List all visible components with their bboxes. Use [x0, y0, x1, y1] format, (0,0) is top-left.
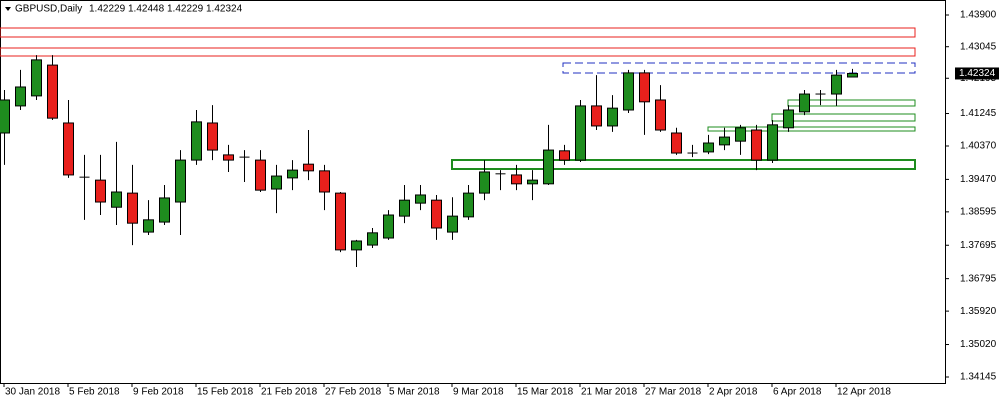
- x-tick-label: 30 Jan 2018: [5, 387, 60, 398]
- y-tick-label: 1.41245: [960, 108, 997, 119]
- plot-frame: [0, 0, 946, 384]
- x-tick-label: 5 Feb 2018: [69, 387, 120, 398]
- candle-body: [15, 86, 26, 107]
- candle-body: [0, 99, 10, 134]
- y-tick-label: 1.40370: [960, 141, 997, 152]
- zone: [0, 47, 916, 57]
- x-tick-label: 9 Feb 2018: [133, 387, 184, 398]
- y-tick-label: 1.35920: [960, 306, 997, 317]
- candle-body: [303, 163, 314, 172]
- x-tick-label: 15 Mar 2018: [517, 387, 574, 398]
- candle-body: [575, 105, 586, 161]
- candle-body: [591, 105, 602, 127]
- y-tick-label: 1.37695: [960, 240, 997, 251]
- x-tick-label: 12 Apr 2018: [837, 387, 891, 398]
- price-marker-label: 1.42324: [959, 68, 996, 79]
- zone: [562, 62, 916, 74]
- zone: [451, 159, 916, 170]
- x-tick-label: 2 Apr 2018: [709, 387, 758, 398]
- candle-body: [271, 175, 282, 190]
- candle-body: [415, 194, 426, 204]
- zone: [707, 126, 916, 132]
- price-marker: [955, 67, 999, 80]
- candle-body: [479, 171, 490, 194]
- y-tick-label: 1.43045: [960, 41, 997, 52]
- x-tick-label: 21 Mar 2018: [581, 387, 638, 398]
- zone: [787, 99, 916, 107]
- candle-body: [351, 240, 362, 251]
- candle-body: [255, 159, 266, 191]
- candle-body: [847, 72, 858, 78]
- candle-body: [47, 64, 58, 119]
- candle-body: [207, 122, 218, 151]
- candle-body: [399, 199, 410, 217]
- candle-body: [527, 179, 538, 185]
- candle-body: [831, 74, 842, 95]
- x-tick-label: 5 Mar 2018: [389, 387, 440, 398]
- y-tick-label: 1.39470: [960, 174, 997, 185]
- y-tick-label: 1.36795: [960, 273, 997, 284]
- candle-body: [671, 132, 682, 154]
- ohlc-high: 1.42448: [128, 4, 165, 15]
- candle-body: [191, 121, 202, 161]
- candle-body: [543, 149, 554, 185]
- candle-body: [767, 124, 778, 161]
- y-tick-label: 1.43900: [960, 10, 997, 21]
- zone: [0, 27, 916, 38]
- y-tick-label: 1.34145: [960, 372, 997, 383]
- candle-body: [623, 72, 634, 111]
- candle-body: [607, 107, 618, 127]
- candle-body: [223, 154, 234, 161]
- candle-body: [719, 136, 730, 146]
- x-tick-label: 9 Mar 2018: [453, 387, 504, 398]
- candle-body: [511, 174, 522, 185]
- candle-body: [783, 109, 794, 129]
- candle-body: [383, 214, 394, 239]
- candle-body: [335, 192, 346, 251]
- x-tick-label: 27 Feb 2018: [325, 387, 382, 398]
- ohlc-open: 1.42229: [89, 4, 126, 15]
- candle-body: [95, 179, 106, 203]
- candle-body: [63, 122, 74, 176]
- x-tick-label: 21 Feb 2018: [261, 387, 318, 398]
- candle-body: [431, 199, 442, 229]
- candle-body: [31, 59, 42, 97]
- ohlc-low: 1.42229: [167, 4, 204, 15]
- candle-body: [639, 72, 650, 103]
- candle-body: [159, 197, 170, 223]
- candle-body: [751, 129, 762, 161]
- menu-icon[interactable]: [5, 7, 11, 11]
- y-tick-label: 1.38595: [960, 206, 997, 217]
- candle-body: [703, 142, 714, 153]
- x-tick-label: 6 Apr 2018: [773, 387, 822, 398]
- candle-body: [463, 192, 474, 218]
- ohlc-close: 1.42324: [206, 4, 243, 15]
- x-tick-label: 15 Feb 2018: [197, 387, 254, 398]
- candle-body: [319, 170, 330, 193]
- candle-body: [111, 191, 122, 208]
- candle-body: [287, 169, 298, 179]
- candle-body: [143, 219, 154, 233]
- candle-body: [175, 159, 186, 203]
- x-tick-label: 27 Mar 2018: [645, 387, 702, 398]
- candle-body: [447, 215, 458, 233]
- candle-body: [735, 127, 746, 142]
- candle-body: [559, 150, 570, 161]
- candle-body: [367, 232, 378, 246]
- candle-body: [127, 192, 138, 224]
- zone: [771, 113, 916, 122]
- candle-body: [799, 93, 810, 113]
- y-tick-label: 1.35020: [960, 339, 997, 350]
- candle-body: [655, 99, 666, 131]
- chart-title: GBPUSD,Daily: [15, 4, 82, 15]
- drawn-zones: [0, 27, 916, 170]
